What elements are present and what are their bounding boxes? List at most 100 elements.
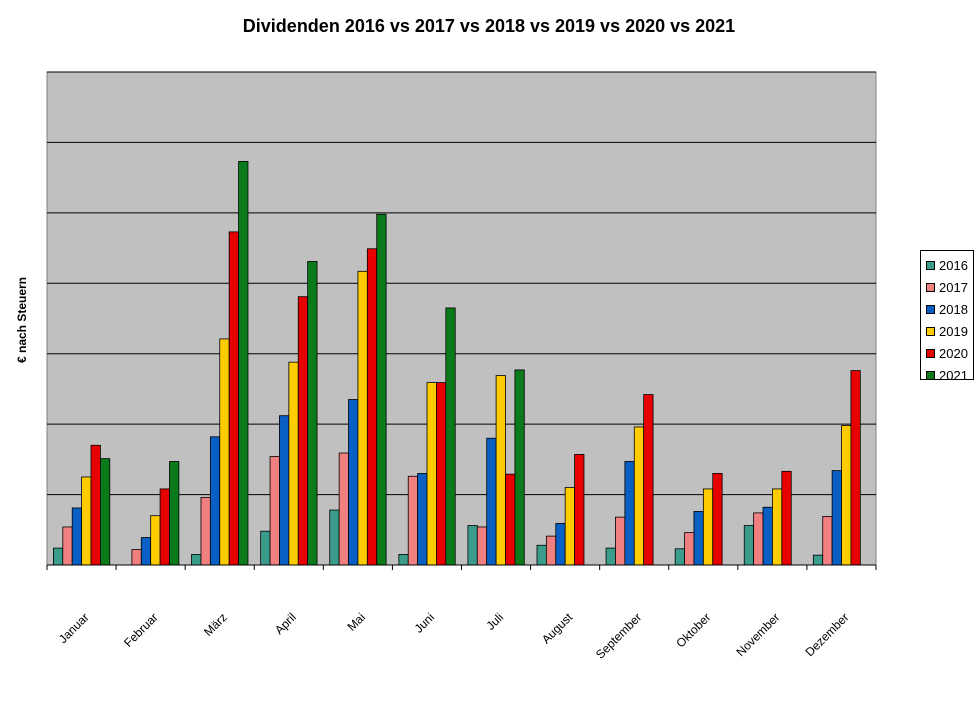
legend: 2016 2017 2018 2019 2020 2021: [920, 250, 974, 383]
legend-label: 2021: [939, 367, 968, 383]
x-tick-label: Dezember: [803, 610, 852, 659]
legend-item-2017: 2017: [921, 276, 973, 298]
bar-2016-september: [605, 547, 616, 566]
bar-2018-januar: [71, 507, 82, 566]
legend-swatch: [926, 370, 935, 380]
bar-2018-april: [279, 415, 290, 566]
bar-2017-april: [269, 456, 280, 566]
bar-2017-juni: [407, 475, 419, 566]
bar-2019-januar: [81, 476, 92, 566]
legend-item-2020: 2020: [921, 342, 973, 364]
bar-2017-januar: [62, 526, 73, 566]
bar-2016-april: [260, 530, 271, 566]
bar-2018-august: [555, 523, 566, 566]
bar-2020-dezember: [850, 370, 861, 566]
legend-item-2016: 2016: [921, 254, 973, 276]
bar-2019-mai: [357, 270, 368, 566]
bar-2018-juli: [486, 437, 497, 566]
legend-swatch: [926, 304, 935, 314]
bar-2018-februar: [140, 537, 152, 566]
bar-2019-märz: [219, 338, 230, 566]
bar-2017-november: [753, 512, 764, 566]
bar-2020-september: [643, 394, 654, 566]
bar-2016-juli: [467, 525, 478, 566]
legend-swatch: [926, 282, 935, 292]
legend-label: 2017: [939, 279, 968, 295]
legend-item-2019: 2019: [921, 320, 973, 342]
bar-2016-oktober: [674, 548, 685, 566]
bar-2019-november: [772, 488, 783, 566]
legend-label: 2019: [939, 323, 968, 339]
x-tick-label: April: [272, 610, 299, 637]
x-tick-label: Mai: [344, 610, 368, 634]
bar-2018-oktober: [693, 511, 704, 566]
bar-2020-oktober: [712, 473, 723, 566]
bar-2021-januar: [100, 458, 111, 566]
bar-2020-august: [574, 454, 585, 566]
legend-label: 2018: [939, 301, 968, 317]
bar-2018-dezember: [831, 470, 842, 566]
bar-2016-juni: [398, 554, 409, 566]
bar-2017-august: [545, 535, 557, 566]
bar-2021-mai: [376, 213, 387, 566]
x-tick-labels: Januar Februar März April Mai Juni Juli August S…: [56, 610, 852, 662]
plot-area: [46, 71, 877, 566]
bar-2017-märz: [200, 496, 211, 566]
x-tick-label: September: [593, 610, 644, 661]
bar-2016-januar: [53, 547, 64, 566]
bar-2017-oktober: [684, 532, 695, 566]
bar-2021-märz: [238, 161, 249, 566]
bar-2020-november: [781, 470, 792, 566]
x-tick-label: Januar: [56, 610, 92, 646]
legend-swatch: [926, 348, 935, 358]
x-tick-label: Oktober: [673, 610, 713, 650]
bar-2020-juni: [436, 382, 447, 566]
bar-2017-juli: [476, 526, 488, 566]
bar-2017-februar: [131, 549, 142, 566]
bar-2018-november: [762, 506, 773, 566]
axes: [46, 564, 877, 570]
x-tick-label: Juli: [484, 610, 507, 633]
x-tick-label: August: [539, 610, 576, 647]
x-tick-label: März: [201, 610, 230, 639]
bar-2019-juli: [495, 375, 506, 566]
bar-2018-märz: [209, 436, 221, 566]
bar-2018-juni: [417, 473, 428, 566]
legend-swatch: [926, 260, 935, 270]
gridlines: [47, 71, 876, 496]
bar-2016-november: [743, 525, 755, 566]
bar-2017-mai: [338, 452, 349, 566]
bar-2018-mai: [348, 399, 359, 566]
bar-2019-dezember: [841, 425, 852, 566]
bar-2016-märz: [191, 554, 202, 566]
bar-2016-dezember: [812, 554, 824, 566]
bar-2021-juni: [445, 307, 456, 566]
chart-title: Dividenden 2016 vs 2017 vs 2018 vs 2019 …: [242, 16, 736, 36]
bar-2019-april: [288, 361, 299, 566]
bar-2016-august: [536, 544, 547, 566]
bar-2019-august: [564, 487, 575, 566]
legend-item-2021: 2021: [921, 364, 973, 386]
bar-2018-september: [624, 461, 635, 566]
bar-2020-januar: [90, 444, 101, 566]
bar-2016-mai: [329, 509, 340, 566]
x-tick-label: Juni: [412, 610, 437, 635]
legend-label: 2016: [939, 257, 968, 273]
x-tick-label: November: [733, 610, 782, 659]
bar-2017-september: [615, 516, 626, 566]
bar-2019-februar: [150, 515, 161, 566]
legend-label: 2020: [939, 345, 968, 361]
bar-2019-september: [633, 426, 645, 566]
bar-2019-oktober: [702, 488, 714, 566]
bar-2020-mai: [366, 248, 378, 566]
bar-2021-februar: [169, 461, 180, 566]
bar-2019-juni: [426, 382, 437, 566]
bar-2020-februar: [159, 488, 170, 566]
bar-2020-april: [297, 296, 309, 566]
bar-2021-juli: [514, 369, 525, 566]
bar-2021-april: [307, 261, 318, 566]
x-tick-label: Februar: [121, 610, 161, 650]
bar-2017-dezember: [822, 516, 833, 566]
bar-2020-märz: [228, 231, 239, 566]
